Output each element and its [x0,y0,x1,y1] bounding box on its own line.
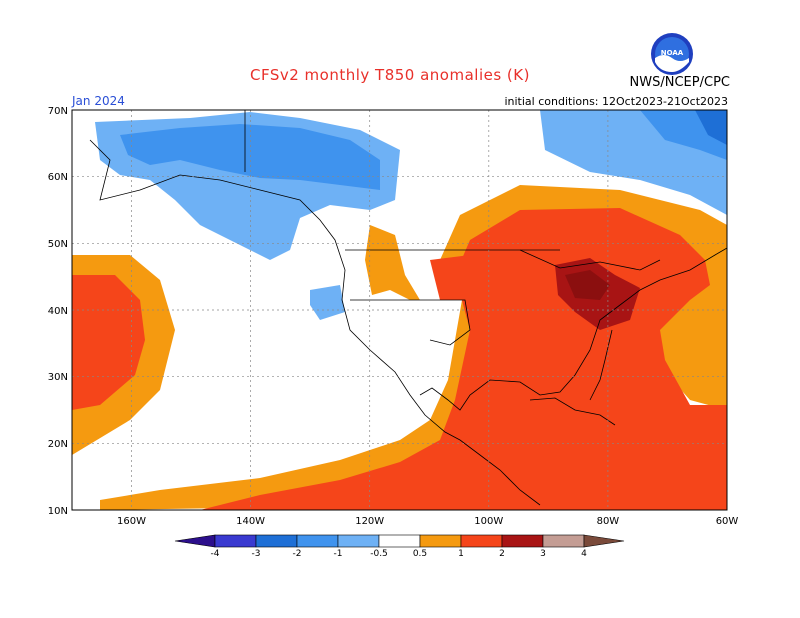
lon-label: 140W [236,516,265,527]
lon-label: 160W [117,516,146,527]
legend-swatch [460,534,503,548]
coastlines [89,110,727,506]
legend-tick-label: -3 [252,549,261,559]
anomaly-warm-core [565,270,610,300]
anomaly-cool-blue [120,110,727,190]
legend-tick-label: 1 [458,549,464,559]
initial-conditions: initial conditions: 12Oct2023-21Oct2023 [504,95,728,108]
chart-title: CFSv2 monthly T850 anomalies (K) [250,66,530,84]
lat-label: 20N [48,439,68,450]
forecast-month: Jan 2024 [72,94,125,108]
noaa-logo: NOAA [651,33,693,75]
anomaly-cool-lightblue [95,110,727,320]
legend-swatch [337,534,380,548]
legend-arrow-high [583,534,625,548]
legend-swatch [542,534,585,548]
lon-label: 60W [716,516,739,527]
legend-tick-label: -1 [334,549,343,559]
legend-swatch [419,534,462,548]
lat-label: 30N [48,372,68,383]
anomaly-warm-red [72,208,727,510]
lon-labels: 160W 140W 120W 100W 80W 60W [117,516,738,527]
lat-label: 70N [48,106,68,117]
anomaly-warm-darkred [555,258,640,330]
graticule [72,110,727,510]
anomaly-warm-orange [72,185,727,510]
color-legend: -4 -3 -2 -1 -0.5 0.5 1 2 3 4 [174,534,625,559]
legend-tick-label: -4 [211,549,220,559]
lat-label: 60N [48,172,68,183]
lat-label: 50N [48,239,68,250]
legend-tick-label: 2 [499,549,505,559]
legend-arrow-low [174,534,216,548]
lon-label: 120W [355,516,384,527]
legend-tick-label: -0.5 [370,549,388,559]
legend-tick-label: 0.5 [413,549,427,559]
legend-tick-label: 4 [581,549,587,559]
lat-labels: 70N 60N 50N 40N 30N 20N 10N [48,106,68,517]
legend-swatch [378,534,421,548]
legend-tick-label: -2 [293,549,302,559]
legend-swatch [255,534,298,548]
legend-swatch [501,534,544,548]
legend-swatch [214,534,257,548]
lon-label: 80W [597,516,620,527]
lat-label: 10N [48,506,68,517]
lat-label: 40N [48,306,68,317]
legend-tick-label: 3 [540,549,546,559]
lon-label: 100W [474,516,503,527]
agency-label: NWS/NCEP/CPC [629,75,730,90]
legend-swatch [296,534,339,548]
anomaly-cool-darkblue [695,110,727,145]
svg-text:NOAA: NOAA [661,49,684,57]
